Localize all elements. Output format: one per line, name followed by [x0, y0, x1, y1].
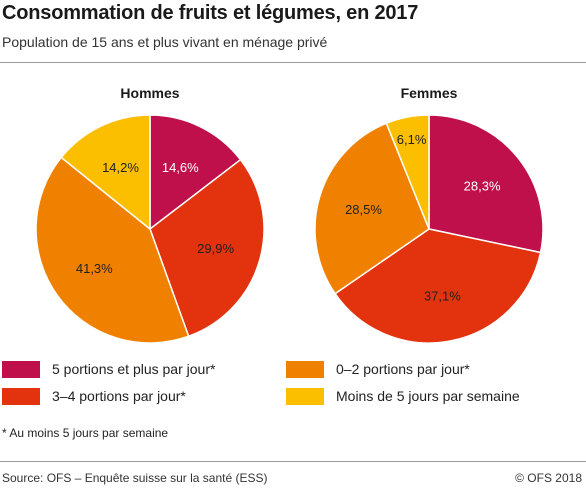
pie-femmes: Femmes 28,3% 37,1% 28,5% 6,1%	[314, 85, 544, 344]
slice-label: 41,3%	[76, 261, 113, 276]
legend-label: 0–2 portions par jour*	[336, 361, 470, 377]
pie-slice	[149, 158, 265, 338]
slice-label: 28,5%	[345, 202, 382, 217]
slice-label: 6,1%	[397, 132, 427, 147]
legend-item-3-4-portions: 3–4 portions par jour*	[2, 386, 186, 406]
pie-title: Femmes	[401, 85, 458, 101]
pie-slice	[149, 114, 242, 231]
legend-item-moins-5-jours: Moins de 5 jours par semaine	[286, 386, 520, 406]
bottom-divider	[0, 461, 586, 462]
pie-slice	[428, 114, 544, 254]
slice-label: 28,3%	[464, 178, 501, 193]
slice-label: 29,9%	[197, 241, 234, 256]
slice-label: 14,6%	[162, 160, 199, 175]
pie-title: Hommes	[120, 85, 179, 101]
legend-label: Moins de 5 jours par semaine	[336, 388, 520, 404]
pie-charts: Hommes 14,6% 29,9% 41,3% 14,2% Femmes 28,3% 37,…	[35, 85, 544, 344]
pie-slice	[385, 114, 430, 230]
pie-hommes: Hommes 14,6% 29,9% 41,3% 14,2%	[35, 85, 265, 344]
chart-title: Consommation de fruits et légumes, en 20…	[2, 2, 419, 24]
legend-item-0-2-portions: 0–2 portions par jour*	[286, 359, 470, 379]
top-divider	[0, 62, 586, 63]
pie-slice	[35, 156, 190, 344]
legend-swatch	[2, 387, 40, 405]
source-note: Source: OFS – Enquête suisse sur la sant…	[2, 471, 268, 485]
copyright-note: © OFS 2018	[515, 471, 582, 485]
legend-label: 3–4 portions par jour*	[52, 388, 186, 404]
pie-slice	[334, 228, 542, 344]
legend-label: 5 portions et plus par jour*	[52, 361, 216, 377]
chart-subtitle: Population de 15 ans et plus vivant en m…	[2, 34, 328, 50]
footnote: * Au moins 5 jours par semaine	[2, 426, 169, 440]
pie-slice	[60, 114, 151, 231]
legend-swatch	[2, 360, 40, 378]
slice-label: 14,2%	[102, 160, 139, 175]
legend-item-5-portions: 5 portions et plus par jour*	[2, 359, 215, 379]
legend-swatch	[286, 360, 324, 378]
pie-slice	[314, 122, 430, 295]
legend-swatch	[286, 387, 324, 405]
slice-label: 37,1%	[424, 289, 461, 304]
